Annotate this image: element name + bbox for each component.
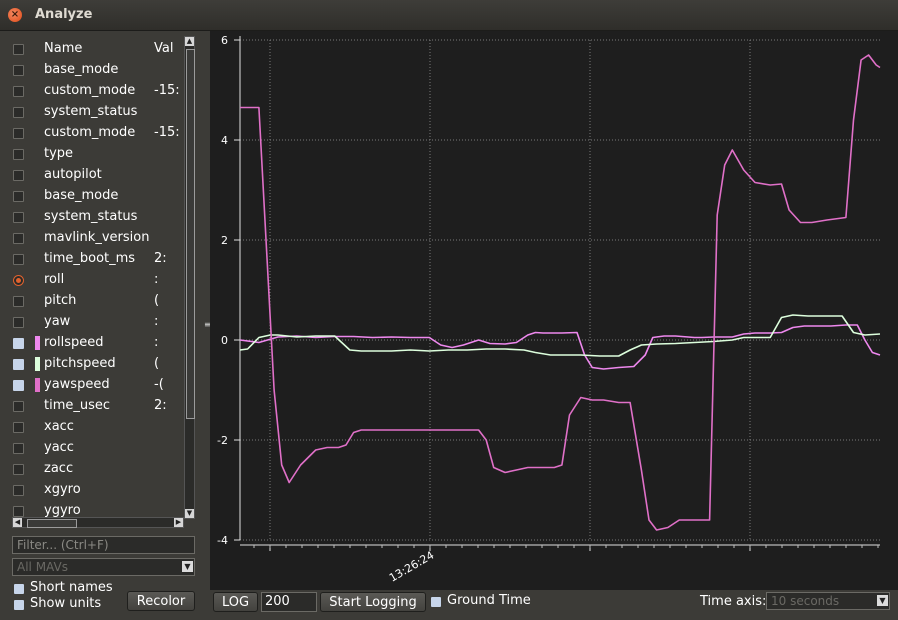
log-count-input[interactable]: 200 xyxy=(261,592,317,612)
ground-time-checkbox[interactable] xyxy=(431,597,441,607)
show-units-label: Show units xyxy=(30,596,101,611)
time-axis-label: Time axis: xyxy=(700,594,766,609)
y-tick-label: 2 xyxy=(221,234,228,247)
recolor-button[interactable]: Recolor xyxy=(127,591,195,611)
ground-time-label: Ground Time xyxy=(447,593,531,608)
y-tick-label: 0 xyxy=(221,334,228,347)
log-button[interactable]: LOG xyxy=(213,592,258,612)
start-logging-button[interactable]: Start Logging xyxy=(320,592,426,612)
time-axis-select[interactable]: 10 seconds ▼ xyxy=(766,592,890,610)
y-tick-label: -2 xyxy=(217,434,228,447)
y-tick-label: 4 xyxy=(221,134,228,147)
y-tick-label: 6 xyxy=(221,34,228,47)
show-units-checkbox[interactable] xyxy=(14,600,24,610)
plot-background xyxy=(210,31,898,590)
time-axis-value: 10 seconds xyxy=(771,594,839,608)
chevron-down-icon[interactable]: ▼ xyxy=(877,595,888,606)
y-tick-label: -4 xyxy=(217,534,228,547)
